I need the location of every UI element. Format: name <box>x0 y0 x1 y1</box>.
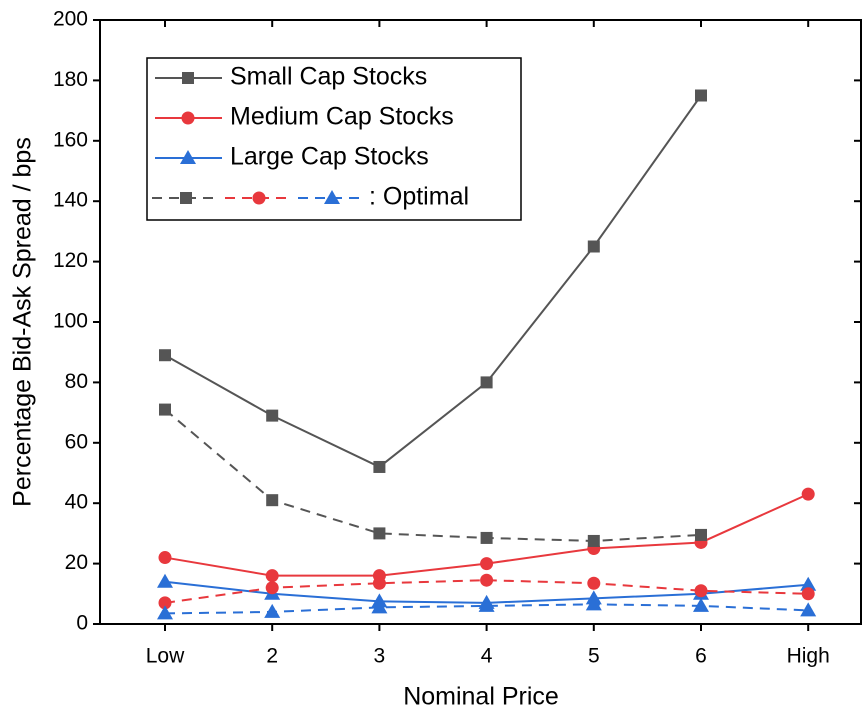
data-point <box>158 551 172 565</box>
series <box>158 573 815 610</box>
y-tick-label: 60 <box>65 430 88 453</box>
legend: Small Cap Stocks Medium Cap Stocks Large C… <box>146 57 522 221</box>
x-tick-label: 5 <box>588 645 600 668</box>
data-point <box>694 584 708 598</box>
y-axis-title: Percentage Bid-Ask Spread / bps <box>9 137 37 507</box>
data-point <box>480 376 493 389</box>
data-point <box>265 569 279 583</box>
series-line <box>164 408 702 542</box>
y-tick-label: 80 <box>65 370 88 393</box>
series <box>158 487 815 583</box>
marker <box>180 192 192 204</box>
y-tick-label: 180 <box>53 68 88 91</box>
y-tick-label: 100 <box>53 310 88 333</box>
data-point <box>695 528 707 541</box>
data-point <box>801 487 815 501</box>
data-point <box>587 534 600 547</box>
data-point <box>372 576 386 590</box>
x-tick-label: 2 <box>266 645 278 668</box>
legend-label: : Optimal <box>369 183 469 211</box>
data-point <box>157 605 173 620</box>
x-tick-label: High <box>787 645 830 668</box>
data-point <box>371 599 388 614</box>
data-point <box>587 576 601 590</box>
data-point <box>693 597 709 612</box>
series <box>159 89 707 473</box>
data-point <box>266 494 279 507</box>
data-point <box>264 603 281 618</box>
marker <box>252 191 266 205</box>
marker <box>181 111 195 125</box>
data-point <box>480 573 494 587</box>
data-point <box>157 573 173 588</box>
y-tick-label: 200 <box>53 8 88 31</box>
x-tick-label: Low <box>146 645 185 668</box>
legend-box <box>146 57 522 221</box>
marker <box>324 190 340 204</box>
data-point <box>800 576 817 591</box>
y-tick-label: 40 <box>65 491 88 514</box>
x-axis-title: Nominal Price <box>403 683 559 711</box>
data-point <box>159 403 171 416</box>
data-point <box>585 596 602 611</box>
y-tick-label: 140 <box>53 189 88 212</box>
series <box>159 403 707 547</box>
data-point <box>587 240 600 253</box>
data-point <box>478 597 495 612</box>
data-point <box>480 531 493 544</box>
series-line <box>164 94 702 469</box>
data-point <box>801 587 815 601</box>
legend-label: Small Cap Stocks <box>230 63 427 91</box>
series <box>157 596 817 620</box>
data-point <box>373 460 386 473</box>
data-point <box>265 581 279 595</box>
data-point <box>158 596 172 610</box>
x-tick-label: 6 <box>695 645 707 668</box>
legend-label: Large Cap Stocks <box>230 143 429 171</box>
legend-label: Medium Cap Stocks <box>230 103 454 131</box>
data-point <box>373 527 386 540</box>
data-point <box>480 557 494 571</box>
data-point <box>695 89 707 102</box>
x-tick-label: 3 <box>374 645 386 668</box>
data-point <box>266 409 279 422</box>
data-point <box>800 602 817 617</box>
data-point <box>159 349 171 362</box>
marker <box>182 72 194 84</box>
y-tick-label: 160 <box>53 128 88 151</box>
y-tick-label: 0 <box>76 612 88 635</box>
x-tick-label: 4 <box>481 645 493 668</box>
y-tick-label: 20 <box>65 551 88 574</box>
y-tick-label: 120 <box>53 249 88 272</box>
marker <box>180 150 196 164</box>
